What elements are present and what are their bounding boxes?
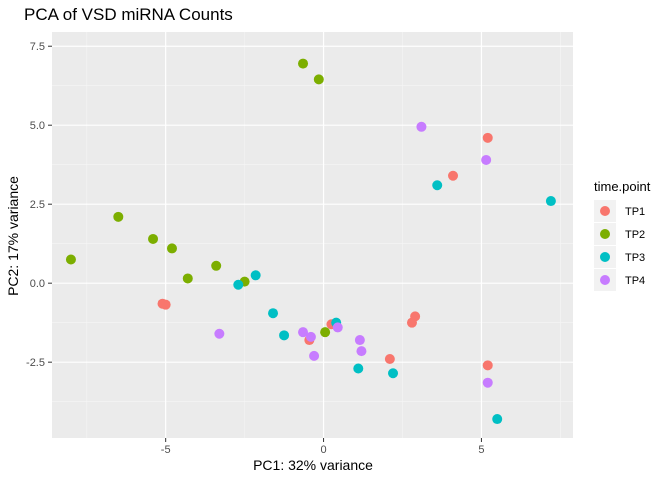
point-tp4 <box>481 154 492 165</box>
point-tp4 <box>482 377 493 388</box>
chart-title: PCA of VSD miRNA Counts <box>24 5 233 24</box>
point-tp2 <box>65 254 76 265</box>
point-tp3 <box>353 363 364 374</box>
y-tick-label: 0.0 <box>30 278 45 290</box>
legend: time.point TP1 TP2 TP3 TP4 <box>594 179 651 291</box>
axis-ticks: -5 0 5 -2.5 0.0 2.5 5.0 7.5 <box>26 41 484 456</box>
legend-key-tp2 <box>600 229 610 239</box>
point-tp1 <box>482 360 493 371</box>
point-tp2 <box>211 260 222 271</box>
x-tick-label: 5 <box>478 444 484 456</box>
point-tp4 <box>416 121 427 132</box>
legend-key-tp4 <box>600 275 610 285</box>
point-tp3 <box>268 308 279 319</box>
legend-label-tp4: TP4 <box>625 275 645 287</box>
point-tp2 <box>166 243 177 254</box>
x-tick-label: 0 <box>320 444 326 456</box>
y-axis-title: PC2: 17% variance <box>5 176 21 296</box>
point-tp2 <box>113 211 124 222</box>
point-tp1 <box>160 299 171 310</box>
legend-label-tp2: TP2 <box>625 229 645 241</box>
point-tp4 <box>332 322 343 333</box>
point-tp4 <box>305 331 316 342</box>
point-tp4 <box>298 327 309 338</box>
point-tp3 <box>233 279 244 290</box>
point-tp3 <box>492 414 503 425</box>
legend-label-tp3: TP3 <box>625 252 645 264</box>
data-points <box>65 58 556 425</box>
point-tp3 <box>279 330 290 341</box>
y-tick-label: -2.5 <box>26 357 45 369</box>
x-axis-title: PC1: 32% variance <box>253 457 373 473</box>
plot-panel <box>52 32 573 438</box>
legend-label-tp1: TP1 <box>625 206 645 218</box>
point-tp2 <box>148 233 159 244</box>
point-tp4 <box>356 346 367 357</box>
point-tp4 <box>354 335 365 346</box>
y-tick-label: 7.5 <box>30 41 45 53</box>
x-tick-label: -5 <box>161 444 171 456</box>
point-tp2 <box>182 273 193 284</box>
legend-title: time.point <box>594 179 651 194</box>
y-tick-label: 2.5 <box>30 199 45 211</box>
point-tp3 <box>545 196 556 207</box>
point-tp1 <box>410 311 421 322</box>
point-tp2 <box>298 58 309 69</box>
point-tp3 <box>250 270 261 281</box>
point-tp1 <box>384 354 395 365</box>
y-tick-label: 5.0 <box>30 120 45 132</box>
point-tp4 <box>214 328 225 339</box>
point-tp3 <box>432 180 443 191</box>
point-tp1 <box>482 132 493 143</box>
point-tp2 <box>320 327 331 338</box>
legend-key-tp3 <box>600 252 610 262</box>
point-tp3 <box>388 368 399 379</box>
legend-key-tp1 <box>600 206 610 216</box>
point-tp1 <box>448 170 459 181</box>
point-tp2 <box>313 74 324 85</box>
point-tp4 <box>309 350 320 361</box>
